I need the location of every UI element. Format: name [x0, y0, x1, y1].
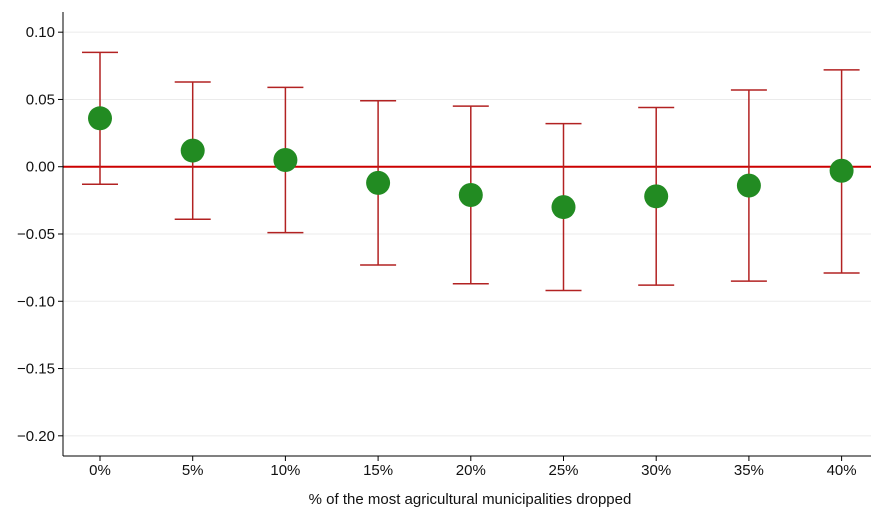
point-estimate — [366, 170, 391, 195]
x-tick-label: 40% — [827, 462, 857, 479]
point-estimate — [273, 148, 298, 172]
y-tick-label: −0.20 — [17, 428, 55, 445]
point-estimate — [829, 158, 854, 183]
y-tick-label: 0.05 — [26, 91, 55, 108]
x-tick-label: 30% — [641, 462, 671, 479]
point-estimate — [736, 173, 761, 198]
y-tick-label: −0.15 — [17, 361, 55, 378]
x-tick-label: 5% — [182, 462, 204, 479]
y-tick-labels: 0.10 0.05 0.00 −0.05 −0.10 −0.15 −0.20 — [17, 24, 55, 445]
y-tick-label: 0.00 — [26, 159, 55, 176]
point-estimate — [551, 195, 576, 220]
x-tick-label: 35% — [734, 462, 764, 479]
x-tick-label: 10% — [270, 462, 300, 479]
x-tick-label: 25% — [548, 462, 578, 479]
x-tick-label: 20% — [456, 462, 486, 479]
grid-lines — [63, 31, 871, 437]
point-estimate — [88, 106, 112, 131]
point-estimate — [458, 182, 483, 207]
y-tick-label: −0.05 — [17, 226, 55, 243]
axes — [58, 12, 871, 461]
point-estimate — [180, 138, 205, 163]
y-tick-label: 0.10 — [26, 24, 55, 41]
points — [88, 106, 854, 220]
point-estimate — [644, 184, 669, 209]
y-tick-label: −0.10 — [17, 293, 55, 310]
x-tick-label: 0% — [89, 462, 111, 479]
error-bars — [82, 51, 860, 292]
x-tick-labels: 0% 5% 10% 15% 20% 25% 30% 35% 40% — [89, 462, 856, 479]
x-axis-title: % of the most agricultural municipalitie… — [309, 491, 632, 508]
x-tick-label: 15% — [363, 462, 393, 479]
